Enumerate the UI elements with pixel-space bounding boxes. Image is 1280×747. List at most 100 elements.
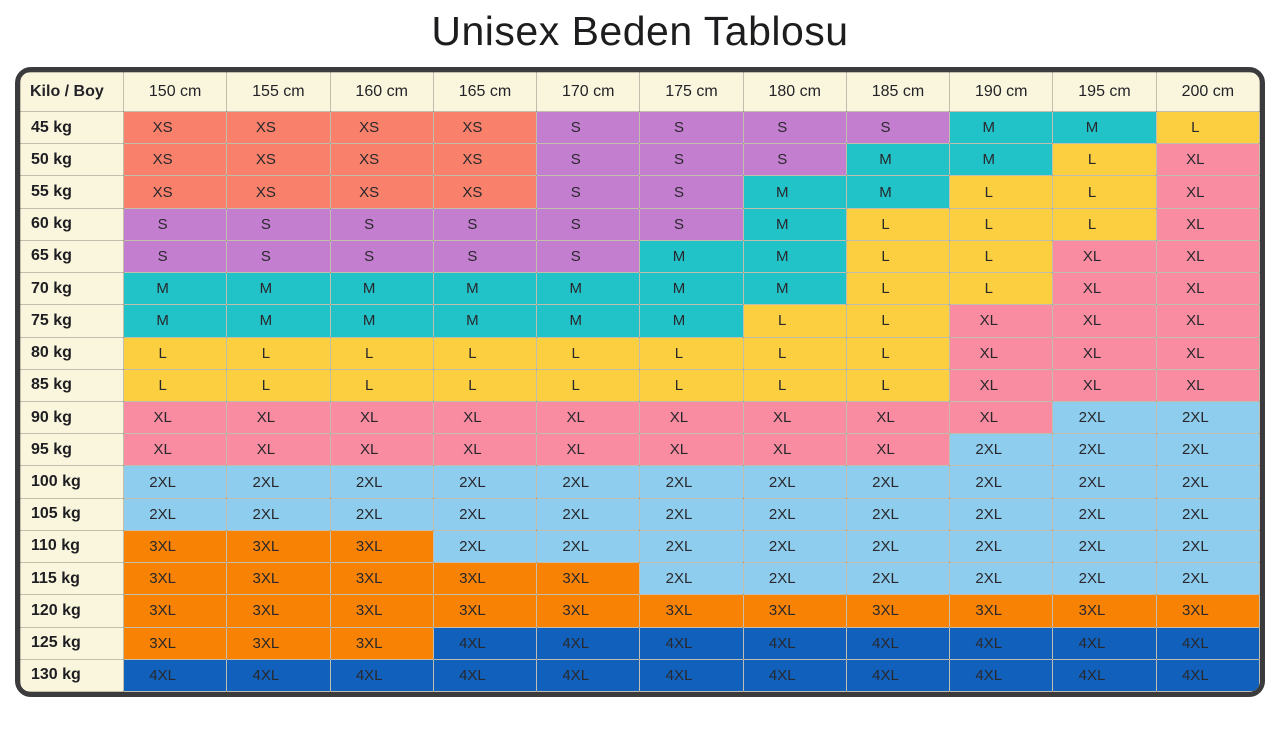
size-cell: 4XL <box>122 658 228 692</box>
weight-label-65-kg: 65 kg <box>20 239 124 274</box>
size-cell: XL <box>226 433 331 467</box>
size-cell: 2XL <box>536 497 641 531</box>
size-cell: 2XL <box>1155 562 1260 596</box>
size-cell: L <box>639 368 744 402</box>
size-cell: 2XL <box>639 562 744 596</box>
size-cell: XL <box>1155 336 1260 370</box>
size-cell: 3XL <box>536 562 641 596</box>
size-cell: XS <box>122 143 228 177</box>
weight-label-80-kg: 80 kg <box>20 336 124 370</box>
size-cell: M <box>742 239 847 274</box>
size-cell: S <box>226 239 331 274</box>
height-header-160-cm: 160 cm <box>329 72 434 112</box>
height-header-185-cm: 185 cm <box>845 72 951 112</box>
size-cell: M <box>742 175 847 209</box>
table-row: 115 kg 3XL 3XL 3XL 3XL 3XL 2XL 2XL 2XL 2XL 2XL 2XL <box>20 562 1260 596</box>
size-cell: XL <box>1155 272 1260 306</box>
size-cell: 4XL <box>742 626 847 660</box>
size-cell: 2XL <box>1052 529 1157 564</box>
size-table: Kilo / Boy 150 cm 155 cm 160 cm 165 cm 170 c… <box>20 72 1260 692</box>
size-cell: 3XL <box>536 594 641 628</box>
size-cell: 2XL <box>1155 497 1260 531</box>
size-cell: L <box>845 336 951 370</box>
size-cell: L <box>432 368 538 402</box>
table-row: 80 kg L L L L L L L L XL XL XL <box>20 336 1260 370</box>
size-cell: 2XL <box>122 465 228 499</box>
size-cell: M <box>639 239 744 274</box>
size-cell: M <box>536 304 641 338</box>
size-cell: L <box>329 336 434 370</box>
height-header-155-cm: 155 cm <box>226 72 331 112</box>
size-cell: 2XL <box>432 497 538 531</box>
table-row: 110 kg 3XL 3XL 3XL 2XL 2XL 2XL 2XL 2XL 2XL 2XL 2XL <box>20 529 1260 564</box>
weight-label-60-kg: 60 kg <box>20 207 124 241</box>
size-cell: 2XL <box>432 529 538 564</box>
size-cell: S <box>845 110 951 145</box>
size-cell: 2XL <box>536 529 641 564</box>
size-cell: 2XL <box>639 465 744 499</box>
size-cell: 4XL <box>432 626 538 660</box>
size-cell: S <box>639 143 744 177</box>
table-row: 60 kg S S S S S S M L L L XL <box>20 207 1260 241</box>
size-cell: S <box>639 110 744 145</box>
table-row: 120 kg 3XL 3XL 3XL 3XL 3XL 3XL 3XL 3XL 3XL 3XL 3XL <box>20 594 1260 628</box>
size-cell: XL <box>122 400 228 435</box>
weight-label-45-kg: 45 kg <box>20 110 124 145</box>
weight-label-70-kg: 70 kg <box>20 272 124 306</box>
size-cell: M <box>742 272 847 306</box>
size-cell: 4XL <box>742 658 847 692</box>
size-cell: 2XL <box>1155 465 1260 499</box>
size-cell: 3XL <box>949 594 1054 628</box>
size-table-frame: Kilo / Boy 150 cm 155 cm 160 cm 165 cm 170 c… <box>15 67 1265 697</box>
size-cell: 3XL <box>742 594 847 628</box>
size-cell: M <box>1052 110 1157 145</box>
size-cell: 3XL <box>226 626 331 660</box>
size-cell: XL <box>949 400 1054 435</box>
size-cell: 4XL <box>1155 658 1260 692</box>
size-cell: 2XL <box>1052 562 1157 596</box>
size-cell: M <box>639 304 744 338</box>
size-cell: XL <box>329 433 434 467</box>
size-table-header: Kilo / Boy 150 cm 155 cm 160 cm 165 cm 170 c… <box>20 72 1260 112</box>
size-cell: 3XL <box>1155 594 1260 628</box>
size-cell: XL <box>639 433 744 467</box>
height-header-190-cm: 190 cm <box>949 72 1054 112</box>
size-cell: XL <box>845 400 951 435</box>
size-cell: S <box>639 175 744 209</box>
size-cell: M <box>536 272 641 306</box>
size-cell: 3XL <box>226 562 331 596</box>
height-header-165-cm: 165 cm <box>432 72 538 112</box>
table-row: 95 kg XL XL XL XL XL XL XL XL 2XL 2XL 2XL <box>20 433 1260 467</box>
size-cell: L <box>949 239 1054 274</box>
size-cell: 4XL <box>845 626 951 660</box>
size-cell: XL <box>432 433 538 467</box>
size-cell: 4XL <box>949 626 1054 660</box>
size-cell: 3XL <box>122 562 228 596</box>
size-cell: M <box>845 143 951 177</box>
weight-label-110-kg: 110 kg <box>20 529 124 564</box>
size-cell: L <box>226 368 331 402</box>
size-cell: 3XL <box>1052 594 1157 628</box>
size-cell: 3XL <box>329 594 434 628</box>
table-row: 85 kg L L L L L L L L XL XL XL <box>20 368 1260 402</box>
size-cell: 2XL <box>742 562 847 596</box>
size-cell: 2XL <box>329 465 434 499</box>
size-cell: L <box>1052 207 1157 241</box>
size-cell: L <box>1155 110 1260 145</box>
size-cell: 2XL <box>845 562 951 596</box>
size-cell: 2XL <box>1052 497 1157 531</box>
size-cell: 4XL <box>226 658 331 692</box>
weight-label-90-kg: 90 kg <box>20 400 124 435</box>
weight-label-55-kg: 55 kg <box>20 175 124 209</box>
size-cell: XL <box>536 400 641 435</box>
size-cell: XS <box>432 110 538 145</box>
size-cell: S <box>432 207 538 241</box>
size-cell: S <box>536 143 641 177</box>
size-cell: 3XL <box>432 594 538 628</box>
size-cell: 3XL <box>226 594 331 628</box>
weight-label-125-kg: 125 kg <box>20 626 124 660</box>
size-cell: M <box>122 304 228 338</box>
size-cell: 3XL <box>122 626 228 660</box>
size-cell: S <box>536 175 641 209</box>
